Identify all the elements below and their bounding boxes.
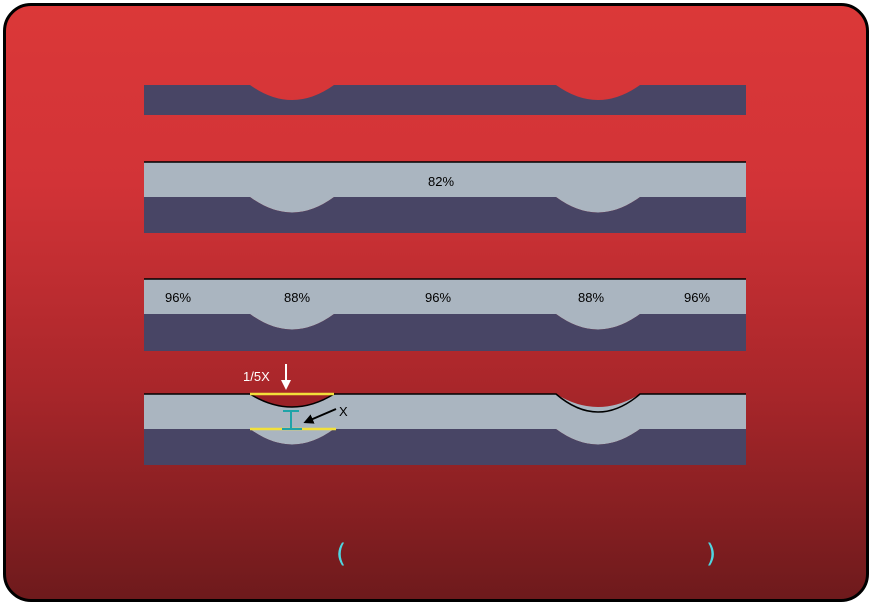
thickness-arrow <box>303 408 337 424</box>
coverage-label-3: 96% <box>425 290 451 305</box>
film-layer <box>144 394 746 445</box>
substrate-panel-1 <box>144 85 746 115</box>
film-layer <box>144 279 746 330</box>
dish-outline <box>249 393 335 408</box>
right-bracket: ) <box>706 539 716 569</box>
substrate <box>144 85 746 115</box>
substrate <box>144 197 746 233</box>
dish-depth-label: 1/5X <box>243 369 270 384</box>
coverage-label-1: 96% <box>165 290 191 305</box>
coverage-label-4: 88% <box>578 290 604 305</box>
film-layer <box>144 162 746 213</box>
substrate-panel-3: 96% 88% 96% 88% 96% <box>144 278 746 351</box>
left-bracket: ( <box>336 539 346 569</box>
coverage-label: 82% <box>428 174 454 189</box>
coverage-label-2: 88% <box>284 290 310 305</box>
thickness-label: X <box>339 404 348 419</box>
substrate-panel-2: 82% <box>144 161 746 233</box>
substrate <box>144 429 746 465</box>
substrate-panel-4: 1/5X X <box>144 364 746 465</box>
coverage-label-5: 96% <box>684 290 710 305</box>
film-surface-line <box>144 393 746 413</box>
substrate <box>144 314 746 351</box>
